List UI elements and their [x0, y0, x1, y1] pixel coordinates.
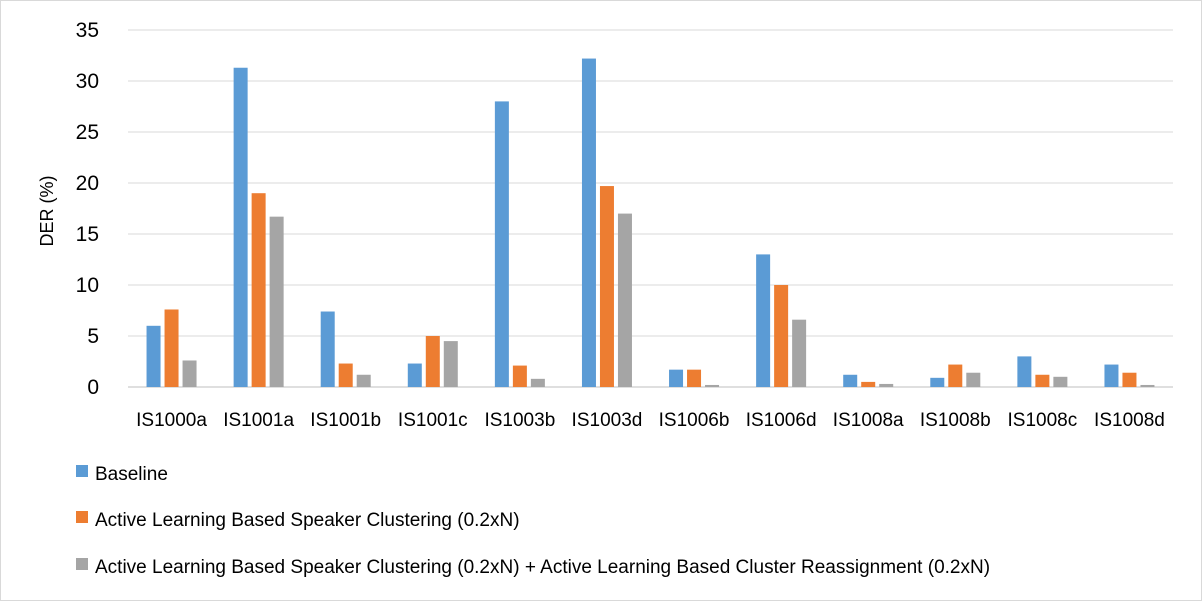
- x-category-label: IS1001c: [398, 410, 468, 431]
- x-category-label: IS1006b: [659, 410, 730, 431]
- bar: [1140, 384, 1155, 387]
- bar: [792, 319, 807, 387]
- bar: [1122, 372, 1137, 387]
- bar: [146, 325, 161, 387]
- bar: [581, 58, 596, 388]
- y-axis-label: DER (%): [37, 176, 57, 247]
- bar: [443, 341, 458, 387]
- bar: [425, 336, 440, 387]
- y-tick-label: 15: [76, 223, 99, 246]
- bar: [966, 372, 981, 387]
- bars: [146, 58, 1155, 388]
- bar: [861, 381, 876, 387]
- y-tick-label: 25: [76, 121, 99, 144]
- x-axis-categories: IS1000a IS1001a IS1001b IS1001c IS1003b IS100…: [136, 410, 1165, 431]
- legend-swatch: [76, 511, 88, 523]
- bar: [705, 384, 720, 387]
- x-category-label: IS1006d: [746, 410, 817, 431]
- bar: [1053, 376, 1068, 387]
- legend-label: Active Learning Based Speaker Clustering…: [95, 510, 520, 531]
- bar: [756, 254, 771, 387]
- x-category-label: IS1008b: [920, 410, 991, 431]
- x-category-label: IS1003b: [484, 410, 555, 431]
- legend: Baseline Active Learning Based Speaker Cl…: [76, 464, 990, 578]
- y-tick-label: 20: [76, 172, 99, 195]
- bar: [338, 363, 353, 387]
- bar: [843, 374, 858, 387]
- bar: [233, 67, 248, 388]
- x-category-label: IS1008d: [1094, 410, 1165, 431]
- gridlines: [128, 29, 1173, 388]
- x-category-label: IS1000a: [136, 410, 207, 431]
- x-category-label: IS1003d: [572, 410, 643, 431]
- legend-swatch: [76, 558, 88, 570]
- y-axis-ticks: 0 5 10 15 20 25 30 35: [76, 19, 99, 399]
- y-tick-label: 30: [76, 70, 99, 93]
- bar: [599, 186, 614, 387]
- bar: [530, 378, 545, 387]
- bar: [356, 374, 371, 387]
- bar: [164, 309, 179, 387]
- bar: [512, 365, 527, 387]
- bar: [1017, 356, 1032, 387]
- bar: [687, 369, 702, 387]
- bar: [494, 101, 509, 388]
- bar: [774, 285, 789, 387]
- y-tick-label: 35: [76, 19, 99, 42]
- y-tick-label: 0: [87, 376, 99, 399]
- bar: [930, 377, 945, 387]
- bar: [1104, 364, 1119, 387]
- bar: [948, 364, 963, 387]
- bar: [320, 311, 335, 387]
- bar: [251, 193, 266, 387]
- bar: [182, 360, 197, 387]
- x-category-label: IS1001b: [310, 410, 381, 431]
- legend-label: Baseline: [95, 464, 168, 485]
- bar: [269, 216, 284, 387]
- bar: [1035, 374, 1050, 387]
- x-category-label: IS1008a: [833, 410, 904, 431]
- x-category-label: IS1001a: [223, 410, 294, 431]
- bar: [669, 369, 684, 387]
- bar: [617, 213, 632, 387]
- x-category-label: IS1008c: [1008, 410, 1078, 431]
- legend-swatch: [76, 465, 88, 477]
- y-tick-label: 10: [76, 274, 99, 297]
- legend-label: Active Learning Based Speaker Clustering…: [95, 557, 990, 578]
- y-tick-label: 5: [87, 325, 99, 348]
- bar: [407, 363, 422, 387]
- bar: [879, 383, 894, 387]
